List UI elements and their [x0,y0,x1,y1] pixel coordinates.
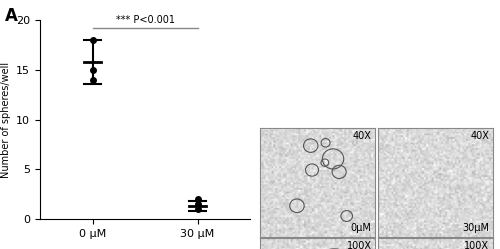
Text: A: A [5,7,18,25]
Text: *** P<0.001: *** P<0.001 [116,15,174,25]
Text: 40X: 40X [470,131,489,141]
Text: 0μM: 0μM [350,223,372,233]
Text: 30μM: 30μM [462,223,489,233]
Text: 100X: 100X [346,241,372,249]
Text: 40X: 40X [352,131,372,141]
Text: 100X: 100X [464,241,489,249]
Y-axis label: Number of spheres/well: Number of spheres/well [0,62,10,178]
